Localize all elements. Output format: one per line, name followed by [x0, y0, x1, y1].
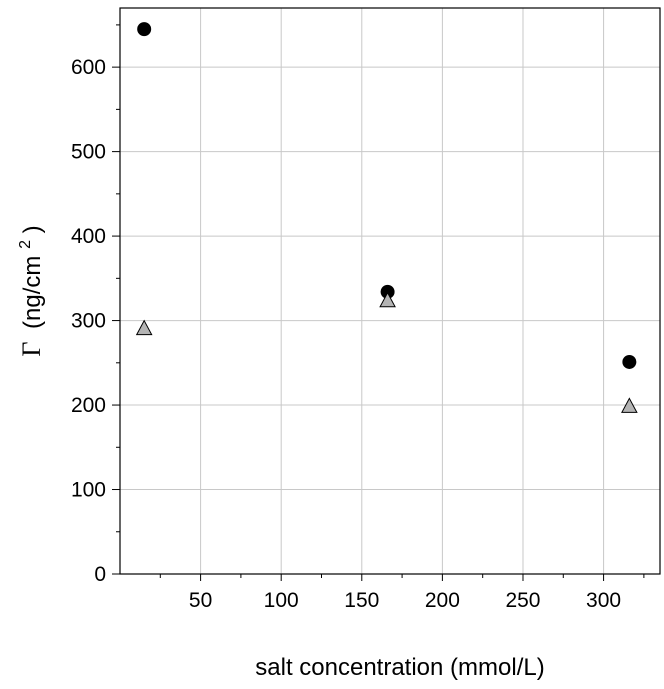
x-tick-label: 150: [344, 589, 379, 612]
plot-frame: [119, 7, 661, 575]
y-tick-label: 600: [71, 56, 106, 79]
x-tick-label: 200: [425, 589, 460, 612]
y-tick-label: 100: [71, 479, 106, 502]
axis-ticks: [112, 24, 645, 581]
y-axis-unit-superscript: 2: [17, 240, 34, 249]
y-axis-symbol: Γ: [17, 342, 46, 357]
x-tick-label: 100: [264, 589, 299, 612]
y-axis-unit-close: ): [19, 225, 46, 233]
y-tick-label: 500: [71, 141, 106, 164]
triangle-point: [379, 291, 396, 308]
triangle-point: [621, 397, 638, 413]
x-tick-label: 250: [505, 589, 540, 612]
tick-labels: 50 100 150 200 250 300 0 100 200 300 400 500 600: [71, 56, 621, 612]
y-tick-label: 200: [71, 394, 106, 417]
y-tick-label: 0: [94, 563, 106, 586]
circle-point: [622, 354, 637, 369]
y-tick-label: 400: [71, 225, 106, 248]
circle-point: [137, 22, 152, 37]
x-axis-title: salt concentration (mmol/L): [255, 654, 544, 681]
y-axis-unit: (ng/cm: [19, 256, 46, 329]
x-tick-label: 50: [189, 589, 212, 612]
x-tick-label: 300: [586, 589, 621, 612]
y-axis-title: Γ (ng/cm 2 ): [9, 225, 46, 356]
triangle-point: [135, 319, 153, 336]
data-points: [135, 22, 638, 413]
grid-lines: [120, 8, 660, 574]
y-tick-label: 300: [71, 310, 106, 333]
